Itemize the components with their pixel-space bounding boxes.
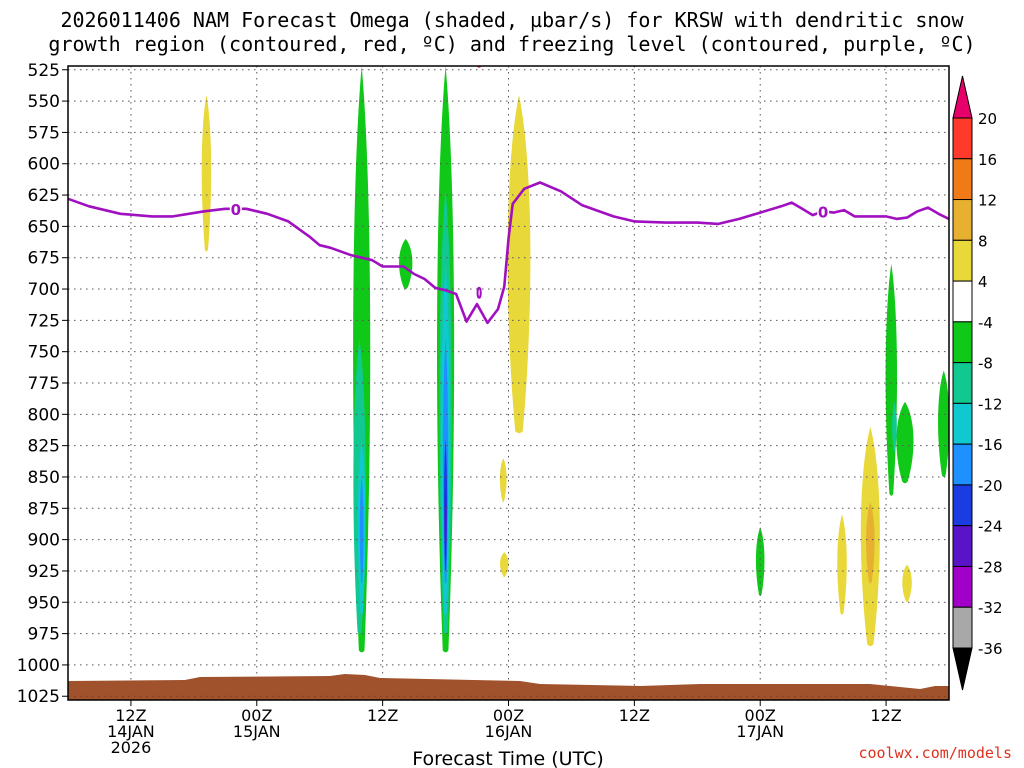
y-tick-label: 650 (28, 217, 60, 237)
colorbar-label: 20 (978, 110, 997, 128)
colorbar-swatch (952, 525, 973, 567)
colorbar-label: 12 (978, 192, 997, 210)
colorbar-label: -16 (978, 436, 1003, 454)
freezing-level-contour (68, 181, 949, 325)
omega-shaded-region (896, 401, 914, 484)
colorbar-swatch (952, 321, 973, 364)
colorbar-bottom-arrow (952, 647, 973, 691)
y-tick-label: 525 (28, 61, 60, 81)
x-tick-label: 12Z (367, 706, 398, 725)
x-tick-label: 17JAN (736, 722, 784, 741)
y-tick-label: 600 (28, 155, 60, 175)
y-tick-label: 750 (28, 343, 60, 363)
freezing-label-bg (817, 202, 830, 219)
colorbar-swatch (952, 606, 973, 649)
omega-shaded-region (359, 476, 364, 584)
x-axis-title: Forecast Time (UTC) (412, 748, 603, 768)
y-tick-label: 1000 (17, 656, 60, 676)
omega-shaded-region (866, 502, 875, 584)
colorbar-swatch (952, 280, 973, 323)
y-tick-label: 800 (28, 405, 60, 425)
x-tick-label: 00Z (745, 706, 776, 725)
freezing-contour-label: 0 (231, 201, 241, 219)
omega-shaded-region (755, 527, 765, 597)
colorbar-label: 16 (978, 151, 997, 169)
y-tick-label: 775 (28, 374, 60, 394)
colorbar-swatch (952, 565, 973, 608)
x-tick-label: 12Z (870, 706, 901, 725)
y-tick-label: 725 (28, 311, 60, 331)
colorbar-label: -12 (978, 395, 1003, 413)
freezing-label-bg (229, 199, 242, 216)
colorbar-label: -32 (978, 599, 1003, 617)
x-tick-label: 12Z (115, 706, 146, 725)
chart-title-line-1: 2026011406 NAM Forecast Omega (shaded, µ… (60, 8, 964, 32)
x-tick-label: 00Z (493, 706, 524, 725)
omega-shaded-region (399, 238, 413, 290)
colorbar-label: -8 (978, 355, 993, 373)
y-tick-label: 900 (28, 531, 60, 551)
y-tick-label: 550 (28, 92, 60, 112)
y-tick-label: 850 (28, 468, 60, 488)
y-tick-label: 925 (28, 562, 60, 582)
x-tick-label: 2026 (111, 738, 152, 757)
y-tick-label: 1025 (17, 687, 60, 707)
colorbar-swatch (952, 158, 973, 201)
omega-shaded-region (902, 564, 912, 603)
omega-shaded-region (885, 263, 898, 496)
y-tick-label: 575 (28, 123, 60, 143)
colorbar-swatch (952, 239, 973, 282)
chart-title-line-2: growth region (contoured, red, ºC) and f… (48, 32, 976, 56)
colorbar-label: -36 (978, 640, 1003, 658)
x-tick-label: 12Z (619, 706, 650, 725)
y-tick-label: 625 (28, 186, 60, 206)
y-tick-label: 975 (28, 625, 60, 645)
omega-shaded-region (837, 514, 847, 615)
y-tick-label: 825 (28, 437, 60, 457)
colorbar-label: -28 (978, 558, 1003, 576)
colorbar-swatch (952, 402, 973, 445)
colorbar-label: 4 (978, 273, 988, 291)
colorbar-swatch (952, 443, 973, 486)
colorbar-swatch (952, 117, 973, 160)
colorbar-swatch (952, 362, 973, 404)
omega-shaded-region (500, 552, 509, 578)
omega-shaded-region (201, 94, 212, 252)
omega-shaded-region (444, 489, 447, 559)
freezing-level-small-contour (476, 286, 482, 299)
colorbar-label: -24 (978, 518, 1003, 536)
x-tick-label: 15JAN (233, 722, 281, 741)
y-tick-label: 950 (28, 593, 60, 613)
y-tick-label: 700 (28, 280, 60, 300)
x-tick-label: 14JAN (107, 722, 155, 741)
ground-terrain (68, 674, 949, 700)
colorbar-label: 8 (978, 232, 988, 250)
x-tick-label: 16JAN (485, 722, 533, 741)
colorbar-label: -4 (978, 314, 993, 332)
omega-shaded-region (938, 370, 949, 477)
colorbar-label: -20 (978, 477, 1003, 495)
colorbar-top-arrow (952, 75, 973, 119)
omega-shaded-region (499, 458, 507, 503)
y-tick-label: 675 (28, 249, 60, 269)
colorbar-swatch (952, 199, 973, 241)
freezing-contour-label: 0 (818, 203, 828, 221)
colorbar-swatch (952, 484, 973, 527)
site-credit: coolwx.com/models (858, 744, 1012, 762)
y-tick-label: 875 (28, 499, 60, 519)
omega-shaded-region (892, 401, 897, 452)
x-tick-label: 00Z (241, 706, 272, 725)
omega-shaded-region (507, 94, 531, 434)
